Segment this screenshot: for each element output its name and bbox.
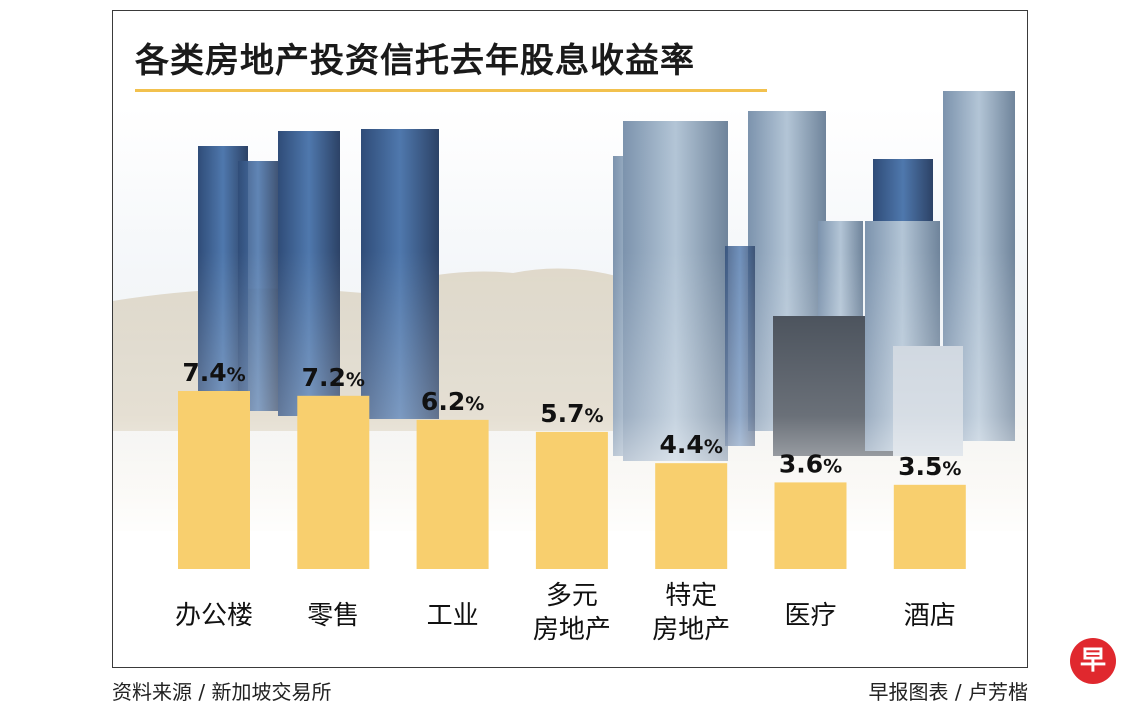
bar (774, 482, 847, 569)
category-label: 工业 (427, 601, 479, 631)
data-label: 4.4% (660, 430, 723, 459)
data-label: 7.4% (182, 358, 245, 387)
chart-credit: 早报图表 / 卢芳楷 (868, 680, 1028, 704)
category-label: 多元房地产 (533, 581, 611, 645)
bar (893, 484, 966, 569)
category-label: 特定房地产 (652, 581, 730, 645)
data-source: 资料来源 / 新加坡交易所 (112, 680, 332, 704)
category-label: 医疗 (784, 601, 836, 631)
data-label: 3.6% (779, 449, 842, 478)
data-label: 7.2% (302, 363, 365, 392)
category-label: 零售 (307, 601, 359, 631)
data-label: 5.7% (540, 399, 603, 428)
category-label: 办公楼 (175, 601, 253, 631)
bar (535, 431, 608, 569)
chart-title: 各类房地产投资信托去年股息收益率 (135, 41, 695, 81)
category-label: 酒店 (904, 601, 956, 631)
data-label: 6.2% (421, 387, 484, 416)
bar-plot: 7.4% 办公楼 7.2% 零售 6.2% 工业 5.7% 多元房地产 4.4% 特定房地产 3.6… (175, 358, 966, 645)
bar (178, 391, 250, 569)
bar (416, 419, 489, 569)
skyline-backdrop (113, 91, 1027, 667)
chart-panel: 各类房地产投资信托去年股息收益率 7.4% 办公楼 7.2% 零售 6.2% 工业 5.7%… (112, 10, 1028, 668)
data-label: 3.5% (898, 452, 961, 481)
bar (655, 463, 728, 569)
zaobao-logo: 早 (1070, 638, 1116, 684)
title-underline (135, 89, 767, 92)
bar (297, 395, 370, 569)
